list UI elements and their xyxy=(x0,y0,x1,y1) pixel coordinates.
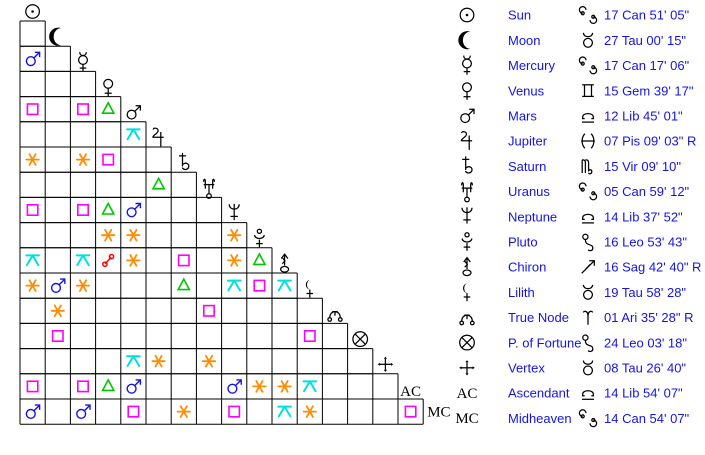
svg-text:Jupiter: Jupiter xyxy=(508,134,548,149)
svg-text:14 Lib 54' 07": 14 Lib 54' 07" xyxy=(604,386,683,401)
svg-text:AC: AC xyxy=(400,384,421,400)
svg-text:True Node: True Node xyxy=(508,310,569,325)
svg-text:01 Ari 35' 28" R: 01 Ari 35' 28" R xyxy=(604,310,693,325)
svg-text:Mars: Mars xyxy=(508,109,537,124)
svg-text:17 Can 17' 06": 17 Can 17' 06" xyxy=(604,58,690,73)
svg-text:Vertex: Vertex xyxy=(508,361,545,376)
svg-text:MC: MC xyxy=(455,411,478,427)
svg-text:Venus: Venus xyxy=(508,83,545,98)
svg-text:07 Pis 09' 03" R: 07 Pis 09' 03" R xyxy=(604,134,696,149)
svg-text:05 Can 59' 12": 05 Can 59' 12" xyxy=(604,184,690,199)
svg-text:Mercury: Mercury xyxy=(508,58,555,73)
svg-text:Midheaven: Midheaven xyxy=(508,411,572,426)
svg-text:19 Tau 58' 28": 19 Tau 58' 28" xyxy=(604,285,686,300)
svg-text:15 Vir 09' 10": 15 Vir 09' 10" xyxy=(604,159,681,174)
svg-text:Saturn: Saturn xyxy=(508,159,546,174)
svg-text:14 Can 54' 07": 14 Can 54' 07" xyxy=(604,411,690,426)
svg-text:08 Tau 26' 40": 08 Tau 26' 40" xyxy=(604,361,686,376)
svg-text:15 Gem 39' 17": 15 Gem 39' 17" xyxy=(604,83,694,98)
svg-text:16 Sag 42' 40" R: 16 Sag 42' 40" R xyxy=(604,260,701,275)
svg-text:Chiron: Chiron xyxy=(508,260,546,275)
svg-text:16 Leo 53' 43": 16 Leo 53' 43" xyxy=(604,235,687,250)
svg-text:P. of Fortune: P. of Fortune xyxy=(508,335,581,350)
svg-text:Lilith: Lilith xyxy=(508,285,535,300)
svg-text:12 Lib 45' 01": 12 Lib 45' 01" xyxy=(604,109,683,124)
svg-text:Ascendant: Ascendant xyxy=(508,386,570,401)
svg-text:AC: AC xyxy=(457,386,478,402)
svg-text:Sun: Sun xyxy=(508,8,531,23)
svg-text:17 Can 51' 05": 17 Can 51' 05" xyxy=(604,8,690,23)
svg-text:14 Lib 37' 52": 14 Lib 37' 52" xyxy=(604,209,683,224)
svg-text:24 Leo 03' 18": 24 Leo 03' 18" xyxy=(604,335,687,350)
svg-text:Moon: Moon xyxy=(508,33,541,48)
svg-text:Neptune: Neptune xyxy=(508,209,557,224)
svg-text:Uranus: Uranus xyxy=(508,184,550,199)
svg-text:MC: MC xyxy=(427,405,450,421)
svg-text:Pluto: Pluto xyxy=(508,235,538,250)
svg-text:27 Tau 00' 15": 27 Tau 00' 15" xyxy=(604,33,686,48)
